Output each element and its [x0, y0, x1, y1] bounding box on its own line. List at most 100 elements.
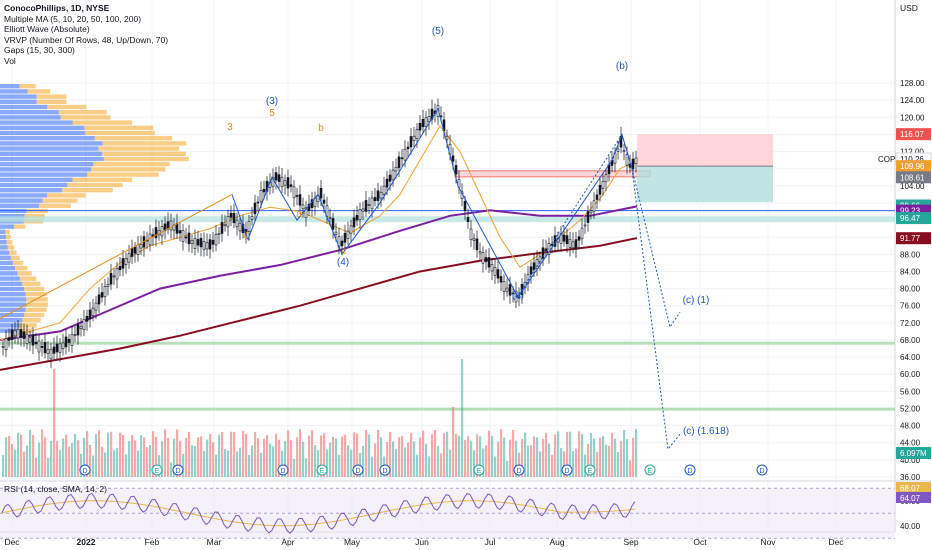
vp-bar-up	[0, 172, 88, 177]
candle-body	[475, 238, 479, 251]
volume-bar	[524, 432, 527, 477]
volume-bar	[536, 437, 539, 477]
elliott-label: 4	[243, 231, 249, 242]
candle-body	[262, 188, 266, 193]
volume-bar	[167, 438, 170, 477]
candle-body	[217, 232, 221, 235]
vp-bar-down	[103, 156, 189, 162]
candle-body	[385, 178, 389, 188]
volume-bar	[584, 454, 587, 477]
x-tick-label: May	[344, 537, 361, 547]
vp-bar-up	[0, 188, 63, 193]
volume-bar	[488, 430, 491, 477]
candle-body	[532, 262, 536, 271]
volume-bar	[443, 433, 446, 477]
dividend-marker	[513, 464, 525, 476]
price-tag	[896, 232, 931, 245]
legend-gaps[interactable]: Gaps (15, 30, 300)	[4, 45, 75, 56]
legend-symbol[interactable]: ConocoPhillips, 1D, NYSE	[4, 3, 110, 13]
vp-bar-down	[25, 307, 47, 312]
y-tick-label: 112.00	[900, 148, 924, 157]
candle-body	[37, 340, 41, 353]
candle-body	[202, 241, 206, 250]
legend-vrvp[interactable]: VRVP (Number Of Rows, 48, Up/Down, 70)	[4, 34, 169, 45]
currency-label: USD	[900, 3, 918, 13]
rsi-tick-label: 40.00	[900, 522, 921, 531]
candle-body	[565, 235, 569, 245]
volume-bar	[35, 457, 38, 477]
candle-body	[277, 174, 281, 182]
vp-bar-down	[26, 302, 48, 307]
legend-elliott-wave[interactable]: Elliott Wave (Absolute)	[4, 24, 90, 35]
volume-bars	[2, 359, 638, 477]
price-tag-text: 108.61	[900, 173, 925, 182]
y-tick-label: 124.00	[900, 96, 925, 105]
candle-body	[199, 237, 203, 248]
dividend-marker	[561, 464, 573, 476]
dividend-marker	[379, 464, 391, 476]
volume-bar	[344, 434, 347, 477]
vp-bar-up	[0, 89, 28, 94]
target-zone	[637, 166, 773, 203]
y-tick-label: 80.00	[900, 285, 921, 294]
candle-body	[331, 218, 335, 230]
y-tick-label: 68.00	[900, 336, 921, 345]
candle-body	[592, 200, 596, 212]
volume-bar	[320, 435, 323, 477]
volume-bar	[557, 431, 560, 477]
candle-body	[493, 267, 497, 276]
volume-bar	[182, 453, 185, 477]
candle-body	[424, 117, 428, 127]
volume-bar	[596, 452, 599, 477]
vp-bar-up	[0, 323, 21, 328]
price-tag-text: 116.07	[900, 130, 924, 139]
vp-bar-up	[0, 130, 86, 136]
candle-body	[361, 208, 365, 212]
marker-letter: D	[382, 468, 387, 475]
vp-bar-down	[72, 120, 133, 125]
volume-bar	[521, 438, 524, 477]
vp-bar-down	[24, 214, 45, 219]
volume-bar	[398, 437, 401, 477]
candle-body	[289, 184, 293, 187]
volume-bar	[410, 432, 413, 477]
elliott-label: c	[342, 246, 347, 257]
candle-body	[379, 191, 383, 199]
ma-100-line	[0, 205, 638, 341]
candle-body	[253, 202, 257, 215]
volume-bar	[500, 429, 503, 477]
rsi-legend[interactable]: RSI (14, close, SMA, 14, 2)	[4, 484, 107, 494]
x-tick-label: Aug	[549, 537, 564, 547]
candle-body	[31, 334, 35, 346]
volume-bar	[227, 450, 230, 477]
volume-bar	[212, 442, 215, 477]
volume-bar	[371, 456, 374, 477]
candle-body	[55, 343, 59, 353]
legend-ma[interactable]: Multiple MA (5, 10, 20, 50, 100, 200)	[4, 13, 142, 24]
candle-body	[61, 342, 65, 350]
candle-body	[394, 166, 398, 172]
candle-body	[13, 330, 17, 337]
volume-bar	[44, 437, 47, 477]
vp-bar-down	[17, 271, 32, 276]
marker-letter: D	[355, 468, 360, 475]
vp-bar-up	[0, 141, 103, 146]
y-tick-label: 44.00	[900, 439, 921, 448]
volume-bar	[254, 431, 257, 477]
marker-letter: E	[588, 468, 593, 475]
volume-bar	[533, 436, 536, 477]
candle-body	[502, 281, 506, 292]
volume-bar	[413, 441, 416, 477]
price-tag	[896, 447, 931, 460]
volume-bar	[317, 450, 320, 477]
earnings-marker	[644, 464, 656, 476]
x-tick-label: Apr	[281, 537, 294, 547]
volume-bar	[575, 448, 578, 477]
elliott-wave-line	[231, 107, 633, 299]
vp-bar-down	[72, 177, 133, 182]
volume-bar	[272, 446, 275, 477]
vp-bar-down	[19, 84, 36, 89]
legend-vol[interactable]: Vol	[4, 55, 16, 66]
rsi-line	[1, 492, 636, 534]
